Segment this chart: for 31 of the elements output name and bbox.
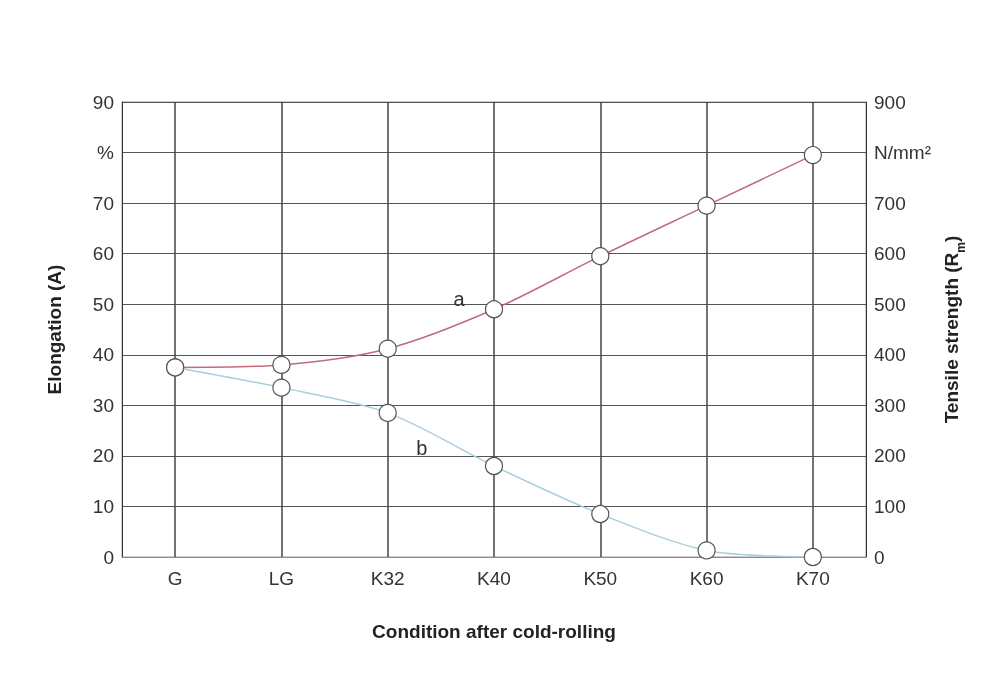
y-tick-label: % — [97, 142, 115, 164]
y-tick-label: 40 — [92, 344, 114, 366]
x-tick-label: G — [167, 568, 183, 589]
y-tick-label: 90 — [92, 91, 114, 113]
x-tick-label: LG — [268, 568, 295, 589]
y-tick-label: 60 — [92, 243, 114, 265]
y2-tick-label: 200 — [874, 445, 906, 467]
y2-tick-label: 300 — [874, 394, 906, 416]
x-tick-label: K70 — [795, 568, 830, 589]
y2-tick-label: 600 — [874, 243, 906, 265]
y-tick-label: 20 — [92, 445, 114, 467]
x-tick-label: K50 — [583, 568, 618, 589]
y-tick-label: 0 — [103, 546, 114, 568]
y-tick-label: 50 — [92, 293, 114, 315]
y-tick-label: 30 — [92, 394, 114, 416]
x-axis-title: Condition after cold-rolling — [372, 621, 616, 642]
y-tick-label: 70 — [92, 192, 114, 214]
y2-tick-label: 0 — [874, 546, 885, 568]
y2-tick-label: N/mm² — [874, 142, 931, 164]
x-tick-label: K32 — [370, 568, 405, 589]
y2-tick-label: 500 — [874, 293, 906, 315]
x-tick-label: K40 — [477, 568, 511, 589]
y2-tick-label: 700 — [874, 192, 906, 214]
y2-tick-label: 900 — [874, 91, 906, 113]
y-tick-label: 10 — [92, 495, 114, 517]
series-label: b — [416, 437, 428, 460]
y2-tick-label: 400 — [874, 344, 906, 366]
y2-axis-title: Tensile strength (Rm) — [940, 235, 968, 424]
y2-tick-label: 100 — [874, 495, 906, 517]
x-tick-label: K60 — [689, 568, 724, 589]
y-axis-title: Elongation (A) — [44, 264, 65, 395]
